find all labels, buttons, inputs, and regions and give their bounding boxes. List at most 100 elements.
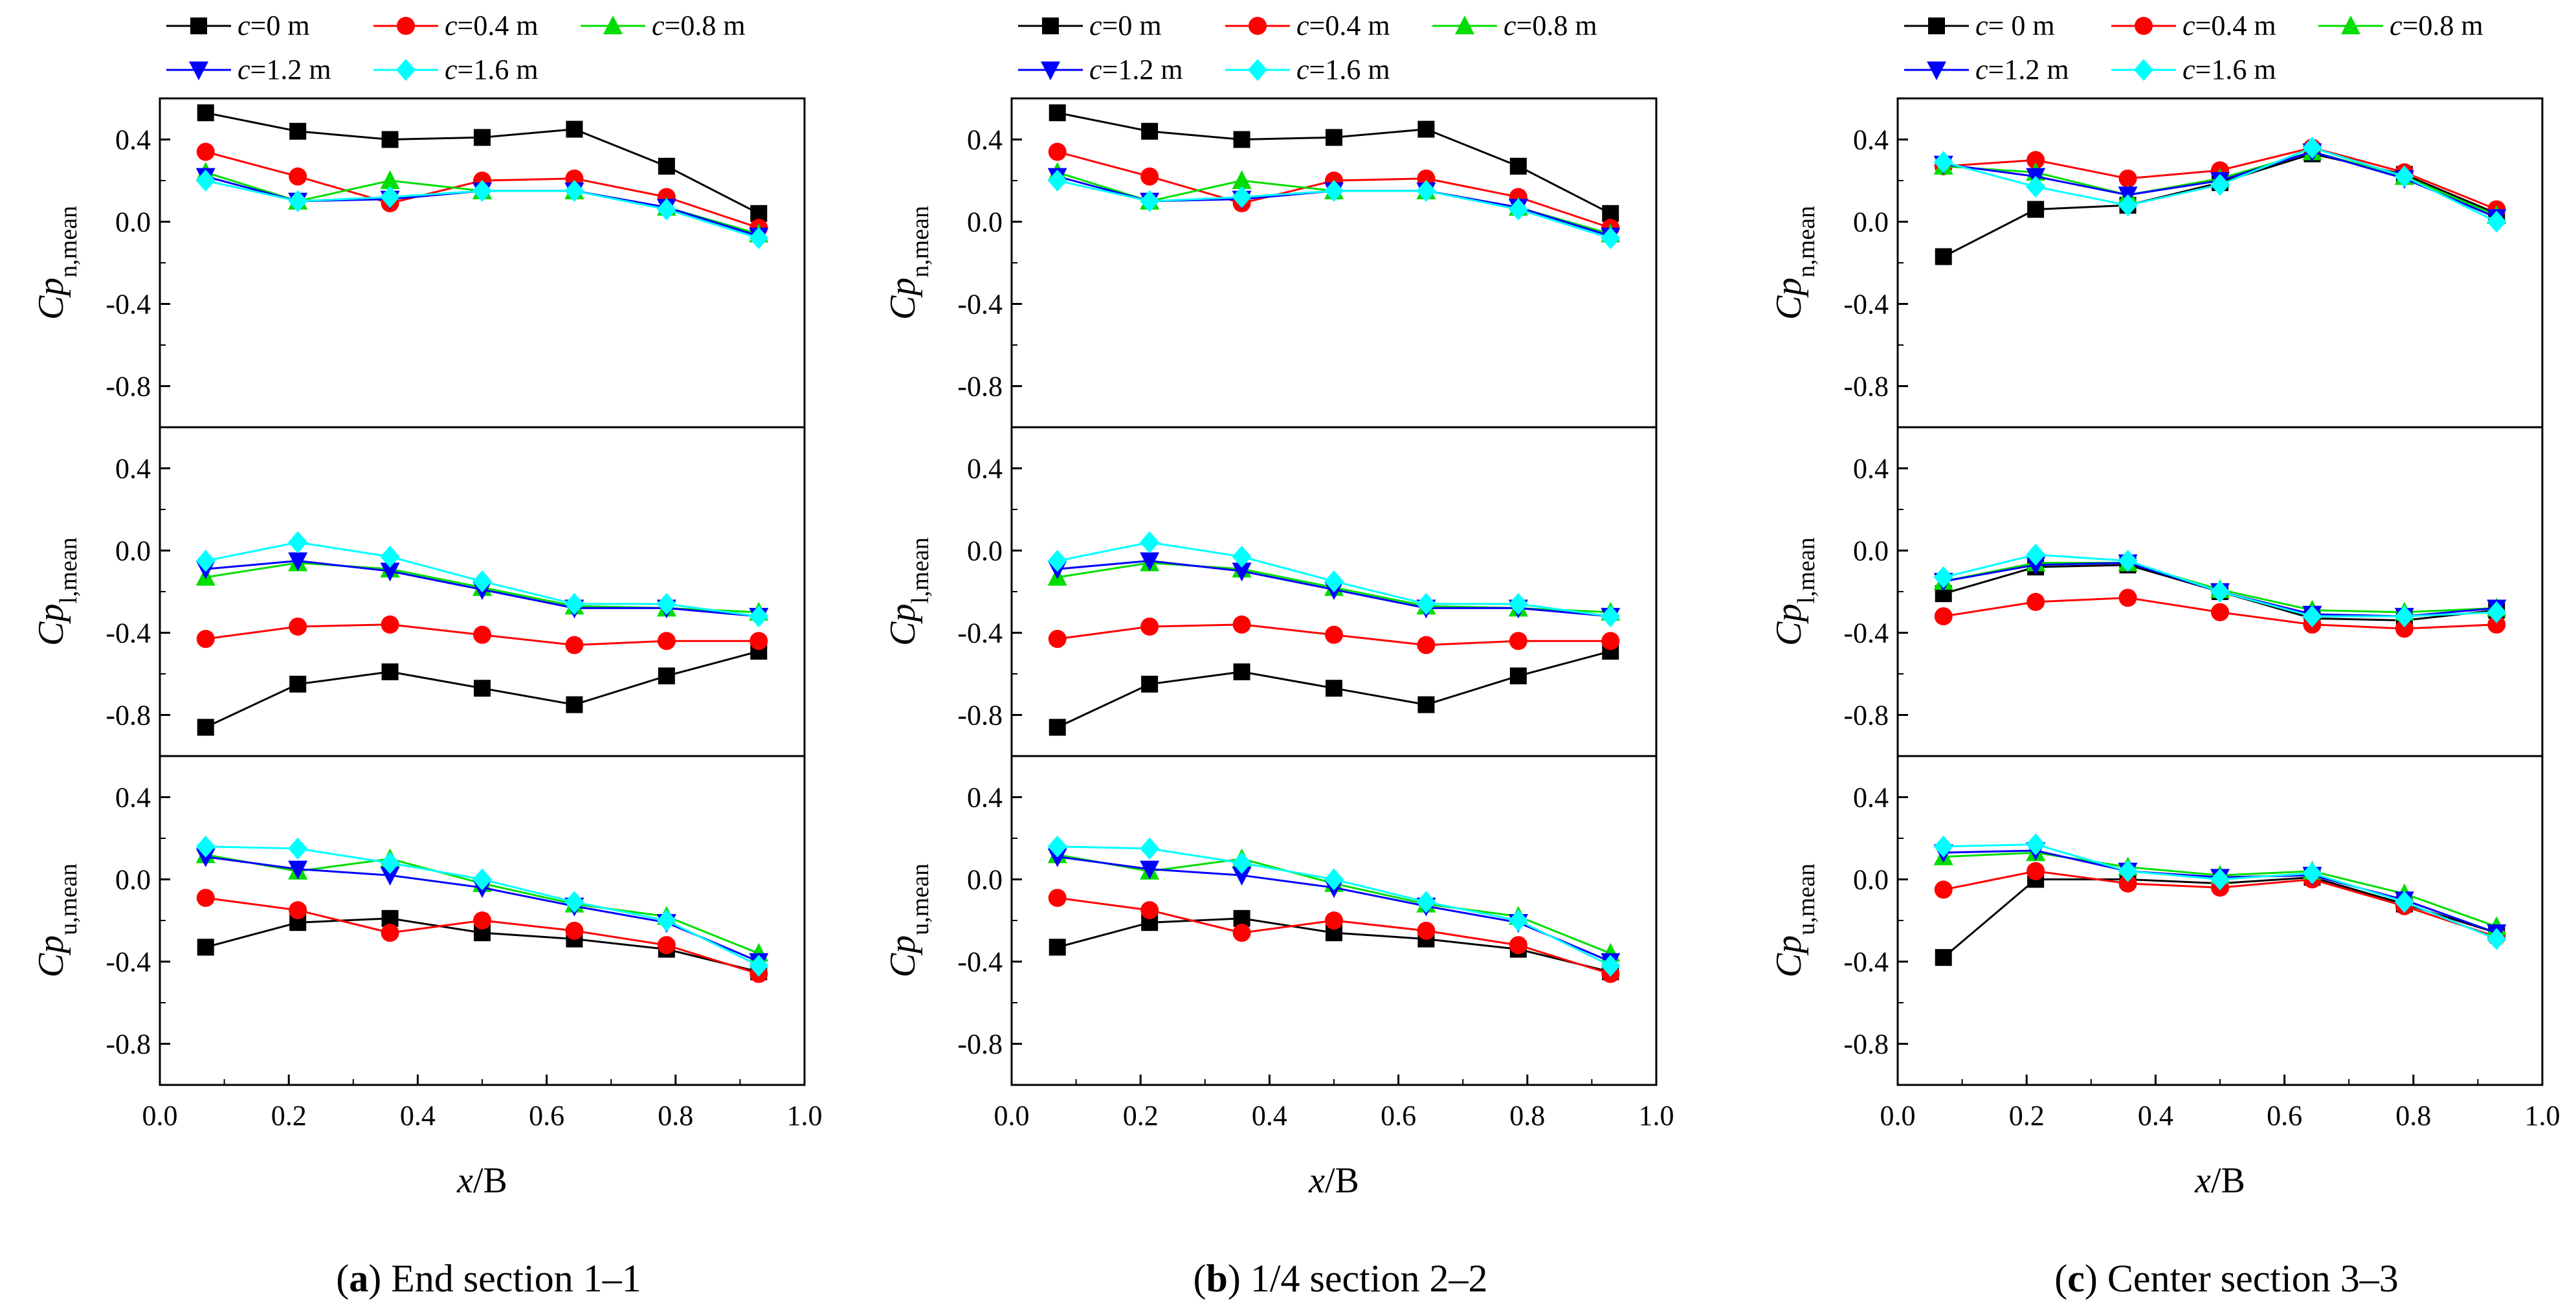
y-tick-label: -0.8 [105,1029,151,1060]
data-point [1233,131,1250,148]
data-point [380,852,400,875]
chart-3: c= 0 m c=0.4 m c=0.8 m c=1.2 m c=1.6 m 0.4 0.0… [1769,10,2560,1300]
data-point [566,696,583,713]
data-point [289,675,307,693]
legend: c=0 m c=0.4 m c=0.8 m c=1.2 m c=1.6 m [166,10,746,85]
data-point [2026,175,2046,198]
y-tick-label: -0.4 [957,946,1003,978]
panel-1: 0.4 0.0 -0.4 -0.8 Cpn,mean [31,97,806,429]
x-tick-label: 0.8 [658,1100,693,1132]
data-point [2302,605,2322,628]
legend-label: c=0.8 m [2390,10,2483,41]
legend-marker [2135,17,2153,35]
y-tick-label: 0.4 [967,782,1003,814]
data-point [472,868,492,891]
x-tick-label: 0.2 [2009,1100,2045,1132]
series-1 [1049,643,1619,736]
y-tick-label: -0.8 [957,1029,1003,1060]
series-5 [1047,531,1621,628]
data-point [2210,173,2230,196]
series-1 [197,643,768,736]
data-point [1232,563,1252,582]
legend-marker [1248,59,1267,81]
y-axis-label: Cpu,mean [883,864,934,977]
chart-2: c=0 m c=0.4 m c=0.8 m c=1.2 m c=1.6 m 0.4 0.0 -… [883,10,1674,1300]
panel-frame [159,97,806,429]
legend-label: c=0.4 m [2182,10,2276,41]
y-tick-label: 0.0 [115,206,151,238]
y-axis-label: Cpl,mean [883,537,934,646]
data-point [2487,210,2507,233]
data-point [1140,617,1159,636]
y-tick-label: -0.4 [1843,289,1889,320]
data-point [197,939,214,956]
y-axis-label: Cpn,mean [31,206,82,320]
legend-item: c=0 m [1018,10,1162,41]
x-tick-label: 0.4 [400,1100,436,1132]
data-point [2394,165,2414,188]
x-tick-label: 0.4 [2138,1100,2173,1132]
data-point [2211,603,2229,621]
data-point [2026,151,2045,170]
data-point [288,552,308,572]
data-point [749,954,769,977]
data-point [1508,593,1528,616]
data-point [1140,552,1160,572]
data-point [2118,860,2138,882]
legend-item: c=1.2 m [1904,54,2069,85]
data-point [1508,909,1528,931]
data-point [196,630,215,649]
panel-1: 0.4 0.0 -0.4 -0.8 Cpn,mean [883,97,1658,429]
y-tick-label: 0.0 [115,864,151,896]
data-point [657,632,676,651]
data-point [1601,227,1621,249]
y-axis-label: Cpn,mean [883,206,934,320]
data-point [1232,867,1252,886]
data-point [288,531,308,553]
series-5 [1933,833,2507,950]
data-point [2118,169,2137,188]
legend: c=0 m c=0.4 m c=0.8 m c=1.2 m c=1.6 m [1018,10,1597,85]
data-point [1049,939,1066,956]
data-point [196,889,215,908]
y-tick-label: 0.0 [967,864,1003,896]
x-tick-label: 0.6 [2267,1100,2302,1132]
series-5 [1933,543,2507,628]
data-point [381,131,399,148]
data-point [658,157,675,175]
series-3 [1047,844,1621,962]
series-2 [1934,588,2506,638]
data-point [1324,570,1344,593]
data-point [380,186,400,208]
y-axis-label: Cpu,mean [1769,864,1820,977]
data-point [380,563,400,582]
y-tick-label: 0.4 [967,453,1003,485]
y-tick-label: -0.8 [1843,371,1889,403]
legend: c= 0 m c=0.4 m c=0.8 m c=1.2 m c=1.6 m [1904,10,2483,85]
panel-1: 0.4 0.0 -0.4 -0.8 Cpn,mean [1769,97,2544,429]
panel-2: 0.4 0.0 -0.4 -0.8 Cpl,mean [31,426,806,757]
x-tick-label: 1.0 [787,1100,823,1132]
legend-label: c=0.8 m [652,10,746,41]
legend-label: c=0.8 m [1504,10,1597,41]
y-tick-label: -0.8 [1843,700,1889,731]
data-point [2487,615,2506,634]
y-tick-label: 0.4 [1853,782,1889,814]
data-point [1140,167,1159,186]
data-point [1047,835,1067,858]
data-point [564,891,584,913]
x-tick-label: 0.2 [1123,1100,1159,1132]
data-point [1417,921,1436,940]
data-point [1324,868,1344,891]
y-tick-label: -0.8 [105,700,151,731]
y-tick-label: 0.4 [115,782,151,814]
y-tick-label: -0.4 [1843,946,1889,978]
legend-marker [1928,17,1945,34]
legend-marker [2341,16,2360,34]
data-point [1326,680,1342,697]
legend-marker [396,59,416,81]
data-point [1601,605,1621,628]
data-point [2118,194,2138,217]
data-point [1509,632,1527,651]
data-point [658,667,675,685]
